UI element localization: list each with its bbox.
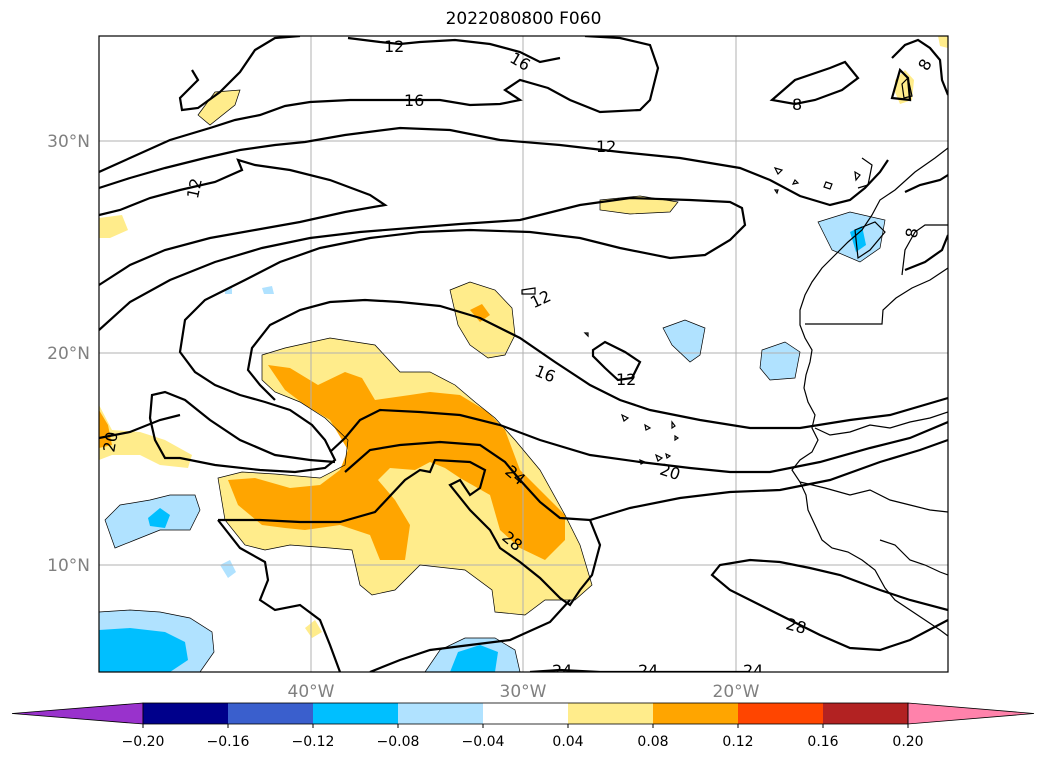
lat-label: 20°N <box>47 344 90 364</box>
lat-label: 30°N <box>47 132 90 152</box>
gridlines <box>99 36 948 672</box>
contour-label: 8 <box>914 56 936 74</box>
contour-label: 12 <box>616 370 636 389</box>
contour-label: 24 <box>638 661 658 680</box>
contour-label: 24 <box>743 661 763 680</box>
contour-label: 16 <box>532 361 558 386</box>
map-title: 2022080800 F060 <box>445 9 602 29</box>
colorbar-bin <box>313 703 398 724</box>
colorbar-outline <box>142 702 909 725</box>
colorbar-tick-label: 0.20 <box>892 734 923 750</box>
lon-label: 40°W <box>288 682 335 702</box>
contour-label: 12 <box>384 37 404 56</box>
colorbar-tick-label: −0.20 <box>122 734 165 750</box>
contour-label: 16 <box>507 48 534 75</box>
contour-label: 16 <box>404 91 424 110</box>
map-frame <box>98 35 949 673</box>
colorbar-tick-label: −0.08 <box>377 734 420 750</box>
contour-label: 24 <box>552 661 572 680</box>
colorbar-bin <box>568 703 653 724</box>
colorbar-tick-label: −0.04 <box>462 734 505 750</box>
colorbar-bin <box>483 703 568 724</box>
contour-label: 20 <box>99 430 121 453</box>
lon-label: 20°W <box>713 682 760 702</box>
colorbar-tick-label: 0.04 <box>552 734 583 750</box>
coastlines <box>99 76 948 672</box>
contour-label: 28 <box>784 614 809 638</box>
contour-label: 8 <box>902 226 922 239</box>
colorbar-extend-high <box>907 702 1035 725</box>
colorbar: −0.20 −0.16 −0.12 −0.08 −0.04 0.04 0.08 0.12 0.1… <box>11 702 1035 750</box>
colorbar-bin <box>228 703 313 724</box>
lon-label: 30°W <box>500 682 547 702</box>
contour-label: 12 <box>183 176 206 200</box>
colorbar-bin <box>143 703 228 724</box>
colorbar-tick-label: 0.12 <box>722 734 753 750</box>
colorbar-extend-low <box>11 702 144 725</box>
colorbar-tick-label: −0.16 <box>207 734 250 750</box>
colorbar-bin <box>653 703 738 724</box>
colorbar-tick-label: 0.08 <box>637 734 668 750</box>
contour-label: 20 <box>657 460 682 484</box>
colorbar-bin <box>823 703 908 724</box>
contour-label: 12 <box>527 286 553 312</box>
colorbar-tick-label: −0.12 <box>292 734 335 750</box>
contour-label: 8 <box>792 95 802 114</box>
colorbar-bin <box>738 703 823 724</box>
contour-label: 12 <box>596 137 616 156</box>
height-contours <box>99 36 948 672</box>
colorbar-bin <box>398 703 483 724</box>
lat-label: 10°N <box>47 556 90 576</box>
colorbar-tick-label: 0.16 <box>807 734 838 750</box>
